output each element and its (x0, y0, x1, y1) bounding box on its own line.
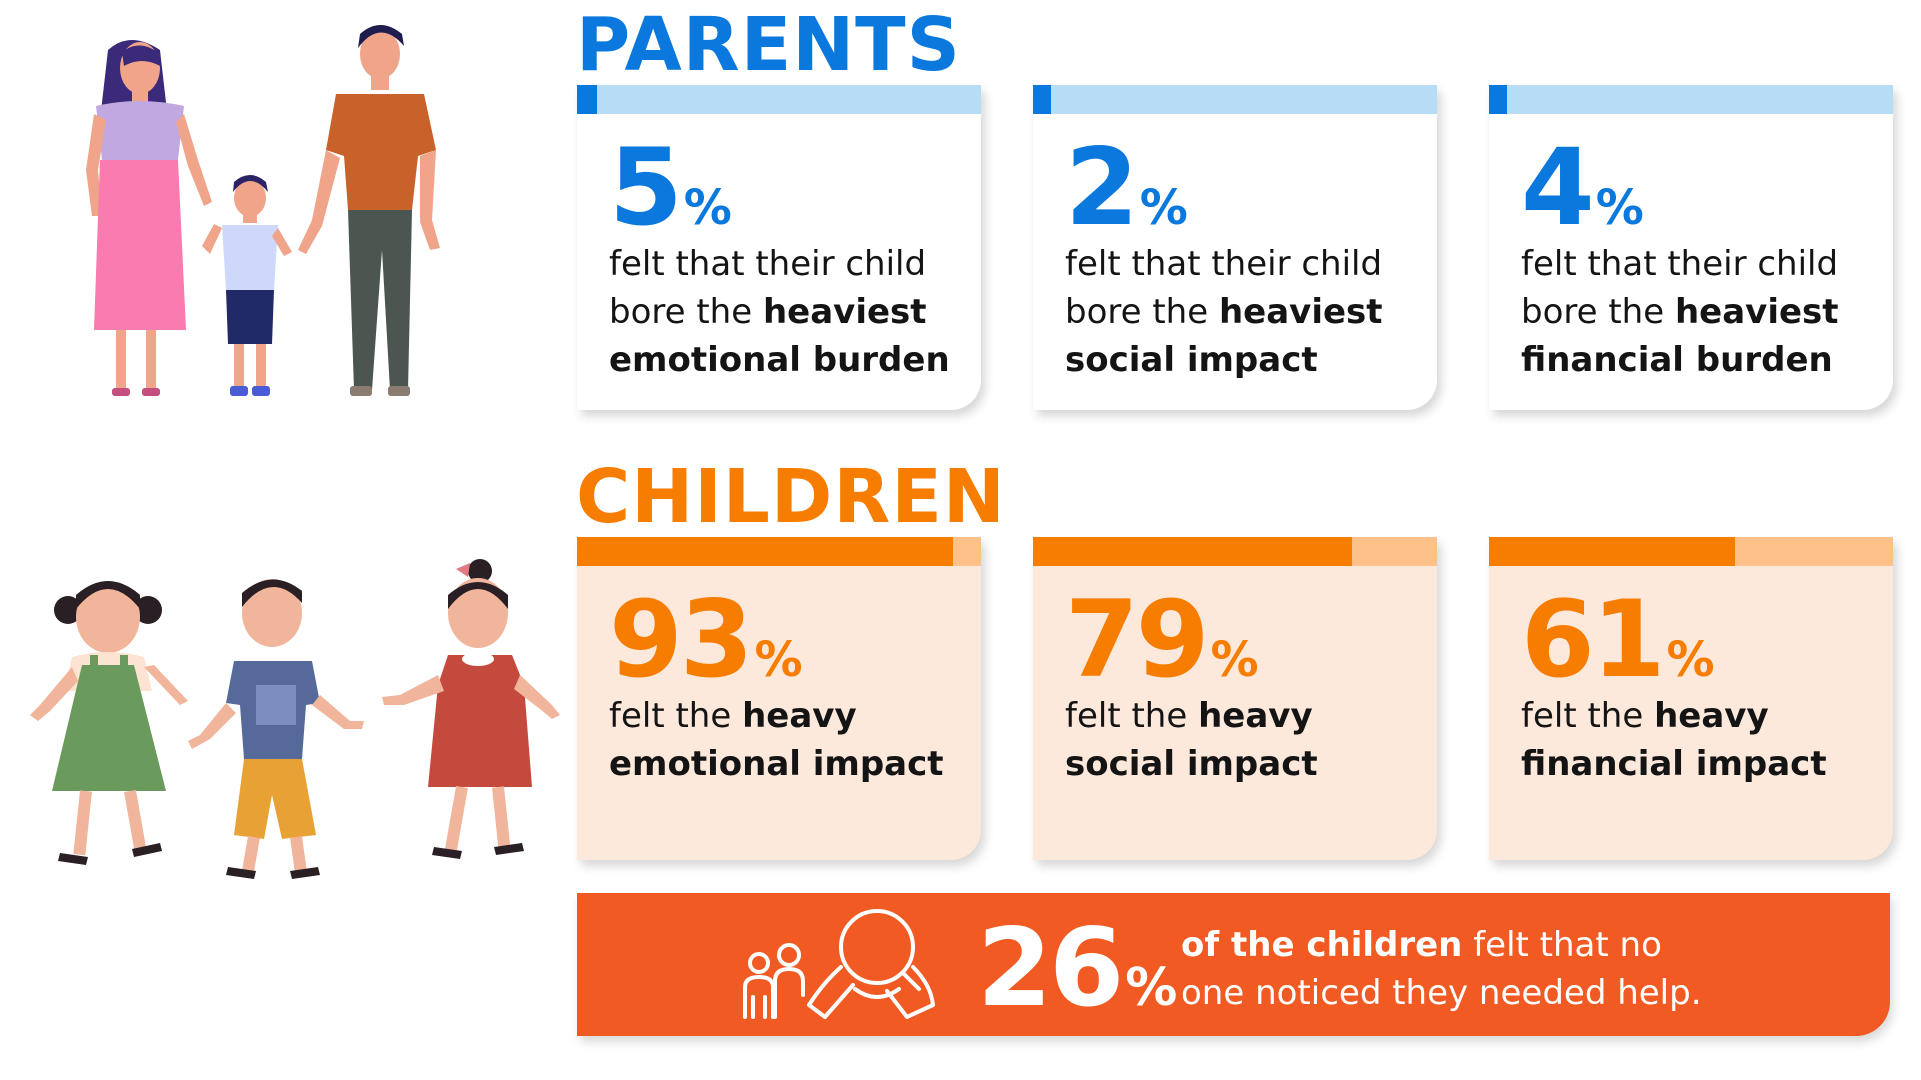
children-financial-description: felt the heavy financial impact (1521, 696, 1827, 784)
family-illustration (86, 25, 440, 396)
father-figure (298, 25, 440, 396)
children-title: CHILDREN (576, 454, 1006, 540)
children-emotional-unit: % (754, 632, 803, 688)
children-card-bar-fill (1033, 537, 1353, 566)
children-card-bar-fill (577, 537, 953, 566)
parents-emotional-description: felt that their child bore the heaviest e… (609, 244, 950, 380)
banner-description: of the children felt that no one noticed … (1181, 925, 1702, 1013)
children-emotional-description: felt the heavy emotional impact (609, 696, 944, 784)
children-card-financial: 61% felt the heavy financial impact (1489, 537, 1893, 860)
children-card-social: 79% felt the heavy social impact (1033, 537, 1437, 860)
children-social-value: 79 (1065, 578, 1210, 701)
children-illustration (30, 559, 560, 879)
children-financial-value: 61 (1521, 578, 1666, 701)
children-card-emotional: 93% felt the heavy emotional impact (577, 537, 981, 860)
parents-card-bar-fill (577, 85, 598, 114)
girl-dress-figure (382, 559, 560, 859)
parents-card-social: 2% felt that their child bore the heavie… (1033, 85, 1437, 410)
children-financial-unit: % (1666, 632, 1715, 688)
parents-emotional-value: 5 (609, 126, 683, 249)
parents-financial-description: felt that their child bore the heaviest f… (1521, 244, 1839, 380)
parents-card-bar-fill (1489, 85, 1507, 114)
mother-figure (86, 40, 212, 396)
children-social-description: felt the heavy social impact (1065, 696, 1318, 784)
children-card-bar-fill (1489, 537, 1736, 566)
parents-financial-unit: % (1595, 180, 1644, 236)
children-emotional-value: 93 (609, 578, 754, 701)
parents-social-unit: % (1139, 180, 1188, 236)
parents-card-emotional: 5% felt that their child bore the heavie… (577, 85, 981, 410)
parents-social-description: felt that their child bore the heaviest s… (1065, 244, 1383, 380)
parents-title: PARENTS (576, 2, 961, 88)
parents-card-bar-fill (1033, 85, 1051, 114)
parents-emotional-unit: % (683, 180, 732, 236)
girl-overalls-figure (30, 581, 188, 865)
parents-card-bar-track (1033, 85, 1437, 114)
parents-card-financial: 4% felt that their child bore the heavie… (1489, 85, 1893, 410)
person-with-magnifier-icon (743, 909, 935, 1019)
banner-unit: % (1125, 958, 1178, 1018)
banner-value: 26 (977, 906, 1124, 1031)
parents-card-bar-track (577, 85, 981, 114)
banner-no-one-noticed: 26% of the children felt that no one noti… (577, 893, 1890, 1036)
boy-figure (202, 175, 292, 396)
boy-child-figure (188, 579, 364, 879)
children-social-unit: % (1210, 632, 1259, 688)
parents-financial-value: 4 (1521, 126, 1595, 249)
parents-social-value: 2 (1065, 126, 1139, 249)
parents-card-bar-track (1489, 85, 1893, 114)
